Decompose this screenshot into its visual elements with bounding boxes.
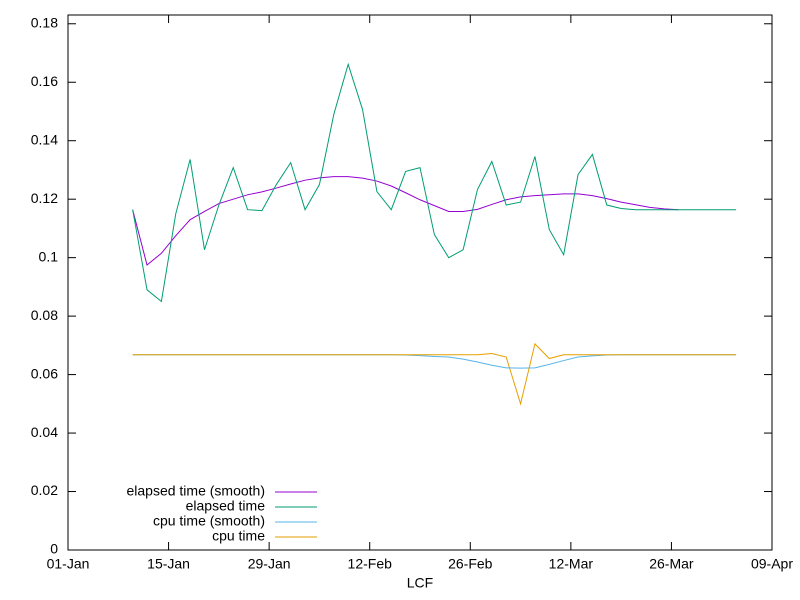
legend-label: elapsed time [186, 498, 266, 514]
legend-label: cpu time (smooth) [153, 513, 265, 529]
y-tick-label: 0.02 [31, 482, 58, 498]
legend-label: elapsed time (smooth) [126, 483, 265, 499]
series-line [132, 62, 737, 303]
x-tick-label: 01-Jan [47, 556, 90, 572]
x-axis-label: LCF [407, 575, 433, 591]
x-tick-label: 12-Feb [348, 556, 393, 572]
x-tick-label: 26-Mar [649, 556, 694, 572]
x-tick-label: 29-Jan [248, 556, 291, 572]
y-tick-label: 0.08 [31, 307, 58, 323]
series-line [132, 354, 737, 369]
y-tick-label: 0.1 [39, 248, 59, 264]
x-tick-label: 12-Mar [549, 556, 594, 572]
legend-label: cpu time [212, 528, 265, 544]
x-tick-label: 15-Jan [147, 556, 190, 572]
x-tick-label: 09-Apr [751, 556, 793, 572]
y-tick-label: 0.06 [31, 365, 58, 381]
y-tick-label: 0 [50, 541, 58, 557]
y-tick-label: 0.04 [31, 424, 58, 440]
y-tick-label: 0.14 [31, 131, 58, 147]
y-tick-label: 0.18 [31, 14, 58, 30]
series-line [132, 342, 737, 406]
series-line [132, 176, 679, 266]
y-tick-label: 0.12 [31, 190, 58, 206]
y-tick-label: 0.16 [31, 73, 58, 89]
x-tick-label: 26-Feb [448, 556, 493, 572]
plot-frame [67, 14, 773, 551]
